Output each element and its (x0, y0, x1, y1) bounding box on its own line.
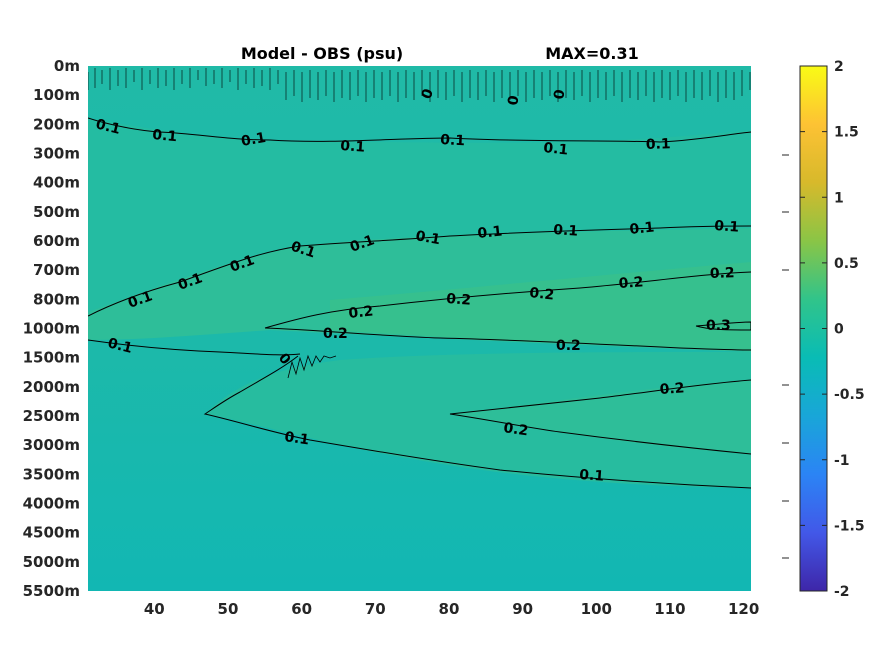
contour-label: 0.2 (348, 303, 374, 322)
contour-line-03 (695, 321, 751, 331)
contour-label: 0.2 (529, 285, 555, 304)
x-tick-label: 120 (728, 600, 759, 618)
colorbar-tick-label: -1.5 (834, 518, 865, 534)
colorbar-tick-label: 2 (834, 59, 844, 75)
contour-lines (88, 68, 751, 489)
colorbar-tick-label: 0 (834, 322, 844, 338)
contour-label: 0.1 (176, 270, 205, 294)
y-tick-label: 500m (33, 203, 80, 221)
y-tick-label: 2500m (23, 407, 80, 425)
y-tick-label: 300m (33, 145, 80, 163)
y-tick-label: 4000m (23, 495, 80, 513)
x-tick-label: 110 (654, 600, 685, 618)
contour-label: 0.1 (240, 130, 267, 150)
y-tick-label: 0m (54, 57, 80, 75)
y-tick-label: 5000m (23, 553, 80, 571)
y-tick-label: 200m (33, 115, 80, 133)
plot-area (88, 66, 789, 591)
contour-label: 0.1 (477, 223, 503, 242)
contour-label: 0.2 (710, 265, 735, 282)
missing-data-strip (751, 66, 789, 591)
contour-label: 0.2 (446, 291, 472, 309)
colorbar: 2 1.5 1 0.5 0 -0.5 -1 -1.5 -2 (799, 59, 865, 600)
x-tick-label: 70 (365, 600, 386, 618)
contour-label: 0.2 (556, 338, 581, 354)
contour-labels: 0.1 0.1 0.1 0.1 0.1 0.1 0.1 0.1 0.1 0.1 … (94, 86, 740, 484)
colorbar-ticks: 2 1.5 1 0.5 0 -0.5 -1 -1.5 -2 (800, 59, 865, 600)
contour-label: 0.1 (283, 429, 310, 448)
y-tick-label: 100m (33, 86, 80, 104)
contour-label: 0.1 (414, 228, 441, 248)
y-tick-label: 3000m (23, 436, 80, 454)
y-tick-label: 700m (33, 261, 80, 279)
colorbar-tick-label: 1.5 (834, 125, 859, 141)
contour-label: 0.3 (706, 318, 731, 334)
contour-label: 0.2 (618, 274, 644, 292)
contour-label: 0 (551, 88, 568, 101)
field-tongue-inner (450, 380, 751, 454)
contour-line-noise-deep (287, 354, 337, 379)
contour-line-01-mid (88, 339, 301, 356)
y-tick-label: 800m (33, 290, 80, 308)
contour-line-noise (88, 68, 751, 102)
y-tick-label: 4500m (23, 524, 80, 542)
contour-line-deep-02 (449, 379, 751, 455)
x-tick-label: 80 (439, 600, 460, 618)
colorbar-tick-label: -2 (834, 584, 850, 600)
y-tick-label: 600m (33, 232, 80, 250)
contour-label: 0.1 (289, 239, 318, 262)
field-band-upper (88, 118, 751, 312)
contour-label: 0.2 (659, 380, 685, 398)
contour-line-shallow (88, 117, 751, 143)
contour-label: 0.1 (714, 218, 740, 236)
y-tick-label: 1000m (23, 320, 80, 338)
contour-label: 0.2 (502, 420, 529, 439)
y-tick-label: 3500m (23, 465, 80, 483)
contour-line-deep-01 (203, 355, 751, 489)
y-tick-label: 400m (33, 174, 80, 192)
max-label: MAX=0.31 (545, 44, 639, 63)
y-axis: 0m 100m 200m 300m 400m 500m 600m 700m 800m 1000m 1… (23, 57, 80, 600)
contour-label: 0.1 (440, 132, 466, 149)
x-tick-label: 90 (512, 600, 533, 618)
contour-line-02-mid (264, 327, 751, 351)
contour-line-upper-01 (88, 225, 751, 317)
contour-label: 0.1 (106, 335, 134, 357)
contour-label: 0.1 (94, 116, 122, 138)
contour-label: 0 (505, 94, 522, 107)
contour-label: 0.1 (228, 252, 257, 276)
x-tick-label: 100 (581, 600, 612, 618)
colorbar-tick-label: 1 (834, 190, 844, 206)
colorbar-tick-label: -1 (834, 453, 850, 469)
y-tick-label: 5500m (23, 582, 80, 600)
chart-title: Model - OBS (psu) (241, 44, 403, 63)
y-tick-label: 2000m (23, 378, 80, 396)
contour-label: 0.2 (323, 326, 348, 342)
contour-label: 0.1 (340, 138, 366, 156)
x-axis: 40 50 60 70 80 90 100 110 120 (144, 600, 759, 618)
colorbar-tick-label: 0.5 (834, 256, 859, 272)
contour-label: 0.1 (646, 136, 671, 153)
contour-label: 0.1 (152, 127, 178, 145)
field-tongue (205, 352, 751, 488)
contour-label: 0.1 (579, 467, 605, 485)
x-tick-label: 40 (144, 600, 165, 618)
contour-label: 0.1 (348, 232, 377, 256)
contour-line-02 (264, 271, 751, 329)
contour-label: 0.1 (126, 288, 155, 312)
contour-label: 0.1 (629, 219, 655, 238)
field-patch-03 (330, 262, 751, 350)
contour-label: 0.1 (543, 140, 569, 159)
contour-label: 0.1 (553, 222, 579, 240)
colorbar-tick-label: -0.5 (834, 387, 865, 403)
x-tick-label: 60 (291, 600, 312, 618)
y-tick-label: 1500m (23, 349, 80, 367)
x-tick-label: 50 (218, 600, 239, 618)
